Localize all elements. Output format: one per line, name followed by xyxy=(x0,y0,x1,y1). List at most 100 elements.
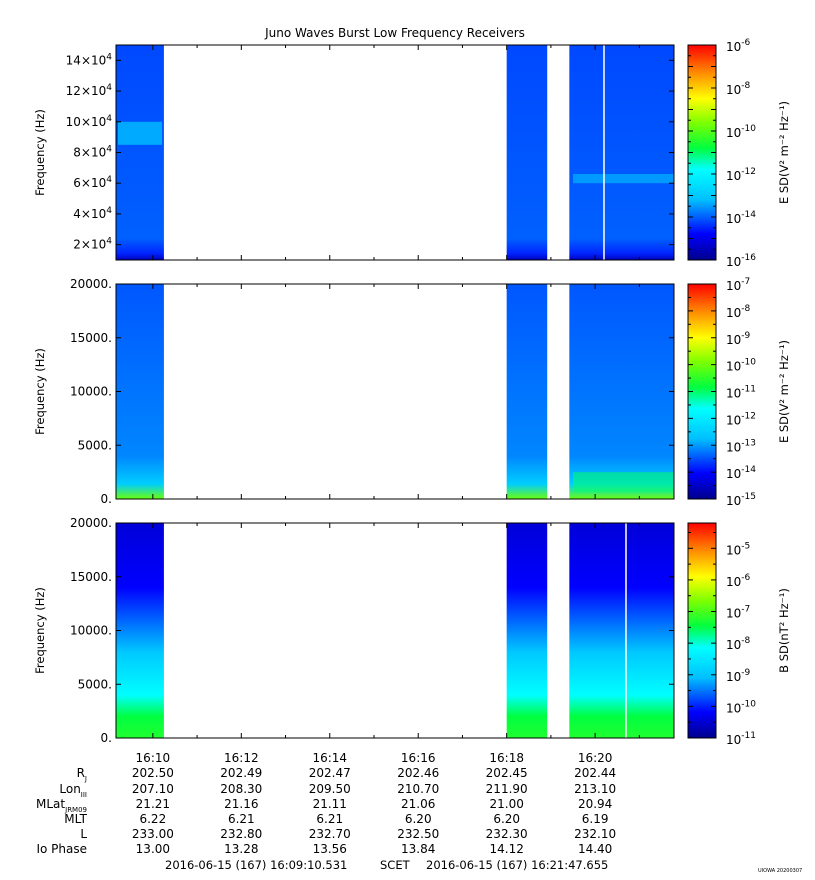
ephemeris-value: 232.50 xyxy=(397,827,439,841)
ephemeris-value: 21.06 xyxy=(401,797,435,811)
colorbar-tick-label: 10-12 xyxy=(726,411,756,427)
ephemeris-table: RJ 202.50 202.49 202.47 202.46 202.45 202.44 Lo… xyxy=(36,766,616,856)
y-tick-label: 20000. xyxy=(70,516,112,530)
colorbar-tick-label: 10-10 xyxy=(726,358,756,374)
x-tick-label: 16:16 xyxy=(401,751,436,765)
colorbar-tick-label: 10-14 xyxy=(726,210,756,226)
ephemeris-value: 202.44 xyxy=(574,766,616,780)
y-tick-label: 2×104 xyxy=(73,237,112,252)
footer-start-time: 2016-06-15 (167) 16:09:10.531 xyxy=(165,858,347,872)
ephemeris-value: 6.20 xyxy=(405,812,432,826)
ephemeris-label: Io Phase xyxy=(36,842,87,856)
colorbar-tick-label: 10-10 xyxy=(726,124,756,140)
colorbar-tick-label: 10-6 xyxy=(726,38,751,54)
footer-scet: SCET xyxy=(380,858,411,872)
panel-1: 2×104 4×104 6×104 8×104 10×104 12×104 14×104 Fr… xyxy=(33,38,791,269)
ephemeris-value: 208.30 xyxy=(220,782,262,796)
ephemeris-value: 207.10 xyxy=(132,782,174,796)
y-tick-label: 10000. xyxy=(70,385,112,399)
ephemeris-value: 6.22 xyxy=(139,812,166,826)
colorbar-tick-label: 10-6 xyxy=(726,573,751,589)
ephemeris-value: 21.11 xyxy=(313,797,347,811)
colorbar-label: E SD(V² m⁻² Hz⁻¹) xyxy=(777,340,791,443)
ephemeris-value: 20.94 xyxy=(578,797,612,811)
ephemeris-value: 209.50 xyxy=(309,782,351,796)
y-axis-label: Frequency (Hz) xyxy=(33,587,47,674)
ephemeris-value: 210.70 xyxy=(397,782,439,796)
y-tick-label: 10×104 xyxy=(66,114,113,129)
x-tick-label: 16:20 xyxy=(578,751,613,765)
x-axis: 16:10 16:12 16:14 16:16 16:18 16:20 xyxy=(136,751,613,765)
footer-stamp: UIOWA 20200307 xyxy=(758,868,802,874)
ephemeris-value: 6.19 xyxy=(582,812,609,826)
colorbar-tick-label: 10-15 xyxy=(726,492,756,508)
ephemeris-value: 233.00 xyxy=(132,827,174,841)
colorbar-tick-label: 10-9 xyxy=(726,331,751,347)
colorbar-tick-label: 10-10 xyxy=(726,699,756,715)
y-tick-label: 6×104 xyxy=(73,175,112,190)
ephemeris-value: 21.16 xyxy=(224,797,258,811)
colorbar-tick-label: 10-8 xyxy=(726,304,751,320)
colorbar-tick-label: 10-7 xyxy=(726,605,750,621)
ephemeris-label: MLatJRM09 xyxy=(36,797,87,814)
colorbar-tick-label: 10-11 xyxy=(726,385,756,401)
x-tick-label: 16:10 xyxy=(136,751,171,765)
ephemeris-value: 14.40 xyxy=(578,842,612,856)
data-block-3 xyxy=(569,284,674,499)
y-tick-label: 12×104 xyxy=(66,83,113,98)
emission-band xyxy=(573,174,674,184)
ephemeris-label: LonIII xyxy=(59,782,87,799)
ephemeris-value: 213.10 xyxy=(574,782,616,796)
ephemeris-value: 202.46 xyxy=(397,766,439,780)
footer-end-time: 2016-06-15 (167) 16:21:47.655 xyxy=(426,858,608,872)
data-block-1 xyxy=(116,284,164,499)
ephemeris-value: 211.90 xyxy=(486,782,528,796)
panel-3: 0. 5000. 10000. 15000. 20000. Frequency (Hz) 1… xyxy=(33,516,791,747)
emission-band xyxy=(118,121,162,145)
colorbar-tick-label: 10-9 xyxy=(726,668,751,684)
data-block-2 xyxy=(506,45,548,260)
y-tick-label: 14×104 xyxy=(66,52,113,67)
x-tick-label: 16:14 xyxy=(312,751,347,765)
ephemeris-value: 13.00 xyxy=(136,842,170,856)
y-tick-label: 15000. xyxy=(70,570,112,584)
data-block-3 xyxy=(569,45,674,260)
colorbar-tick-label: 10-11 xyxy=(726,731,756,747)
ephemeris-value: 232.70 xyxy=(309,827,351,841)
data-block-3 xyxy=(569,523,674,738)
colorbar-tick-label: 10-12 xyxy=(726,167,756,183)
ephemeris-value: 232.10 xyxy=(574,827,616,841)
ephemeris-value: 13.84 xyxy=(401,842,435,856)
ephemeris-value: 21.21 xyxy=(136,797,170,811)
y-tick-label: 15000. xyxy=(70,331,112,345)
data-block-1 xyxy=(116,523,164,738)
colorbar-label: E SD(V² m⁻² Hz⁻¹) xyxy=(777,101,791,204)
ephemeris-value: 202.49 xyxy=(220,766,262,780)
ephemeris-value: 202.47 xyxy=(309,766,351,780)
ephemeris-value: 232.80 xyxy=(220,827,262,841)
data-block-2 xyxy=(506,284,548,499)
emission-band xyxy=(573,472,674,493)
panel-2: 0. 5000. 10000. 15000. 20000. Frequency (Hz) 1… xyxy=(33,277,791,508)
y-tick-label: 8×104 xyxy=(73,145,112,160)
ephemeris-value: 6.20 xyxy=(493,812,520,826)
y-tick-label: 0. xyxy=(101,492,112,506)
ephemeris-value: 202.50 xyxy=(132,766,174,780)
ephemeris-value: 232.30 xyxy=(486,827,528,841)
y-tick-label: 5000. xyxy=(78,677,112,691)
y-tick-label: 10000. xyxy=(70,624,112,638)
x-tick-label: 16:18 xyxy=(489,751,524,765)
chart-title: Juno Waves Burst Low Frequency Receivers xyxy=(264,26,525,40)
data-block-2 xyxy=(506,523,548,738)
ephemeris-label: MLT xyxy=(64,812,87,826)
ephemeris-value: 6.21 xyxy=(228,812,255,826)
ephemeris-value: 21.00 xyxy=(489,797,523,811)
ephemeris-label: L xyxy=(80,827,87,841)
panels: 2×104 4×104 6×104 8×104 10×104 12×104 14×104 Fr… xyxy=(33,38,791,747)
colorbar-label: B SD(nT² Hz⁻¹) xyxy=(777,588,791,673)
y-axis-label: Frequency (Hz) xyxy=(33,348,47,435)
colorbar-tick-label: 10-16 xyxy=(726,253,756,269)
colorbar-tick-label: 10-14 xyxy=(726,465,756,481)
colorbar xyxy=(687,522,717,739)
